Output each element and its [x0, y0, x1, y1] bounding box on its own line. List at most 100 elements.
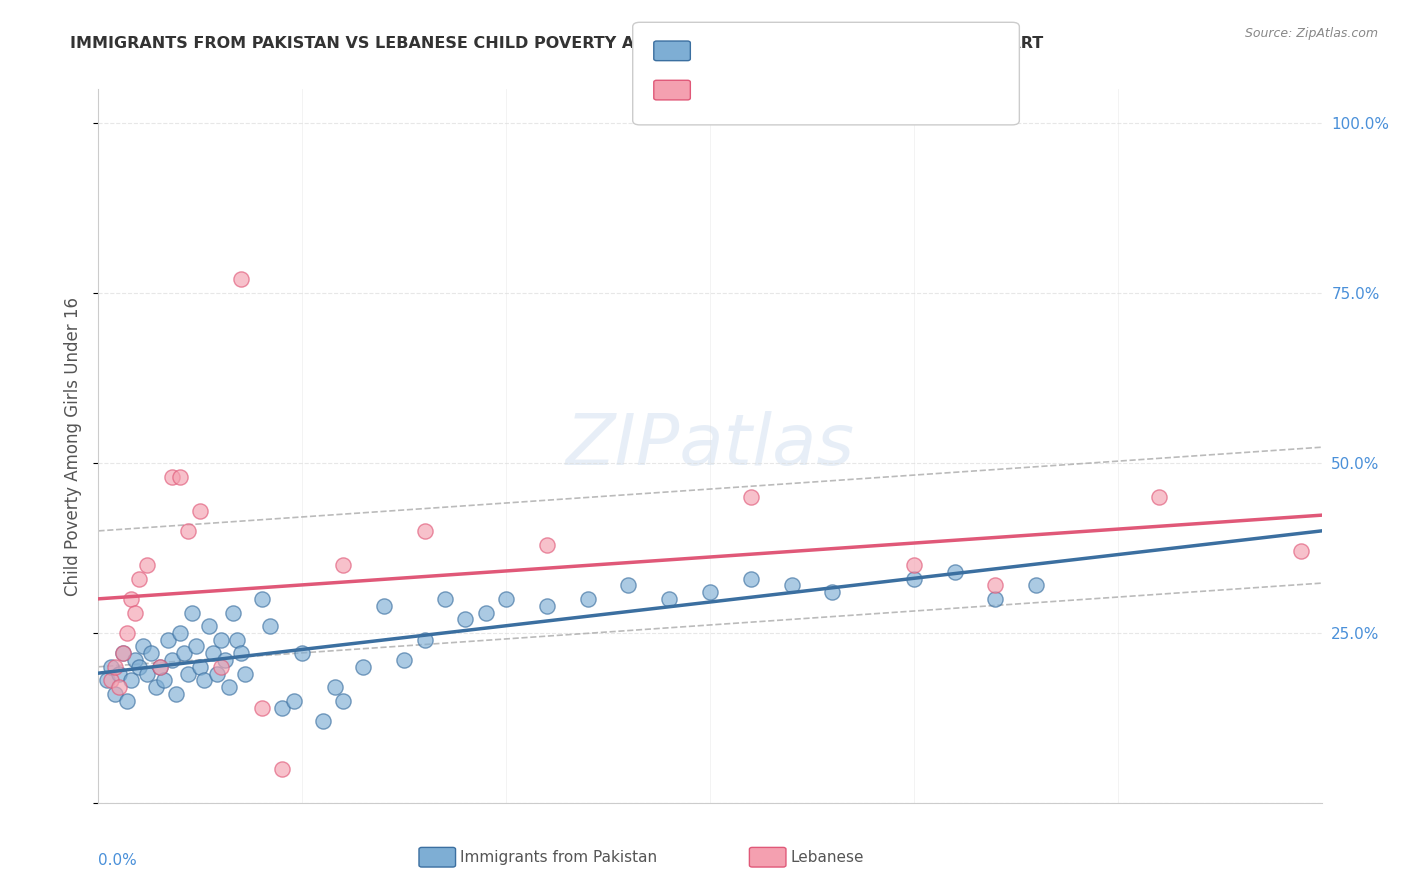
- Point: [231, 646, 253, 660]
- Point: [536, 537, 558, 551]
- Point: [1291, 544, 1313, 558]
- Point: [332, 558, 354, 572]
- Point: [222, 606, 245, 620]
- Point: [188, 660, 212, 674]
- Point: [413, 632, 436, 647]
- Point: [136, 558, 159, 572]
- Point: [283, 694, 305, 708]
- Point: [576, 591, 599, 606]
- Point: [434, 591, 457, 606]
- Point: [141, 646, 163, 660]
- Y-axis label: Child Poverty Among Girls Under 16: Child Poverty Among Girls Under 16: [65, 296, 83, 596]
- Point: [474, 606, 498, 620]
- Point: [145, 680, 167, 694]
- Point: [104, 687, 127, 701]
- Text: 0.0%: 0.0%: [98, 853, 138, 868]
- Point: [160, 653, 183, 667]
- Point: [149, 660, 172, 674]
- Point: [169, 469, 191, 483]
- Point: [454, 612, 477, 626]
- Point: [173, 646, 195, 660]
- Text: Source: ZipAtlas.com: Source: ZipAtlas.com: [1244, 27, 1378, 40]
- Point: [115, 694, 138, 708]
- Point: [1147, 490, 1170, 504]
- Point: [231, 272, 253, 286]
- Point: [740, 490, 762, 504]
- Point: [536, 599, 558, 613]
- Point: [201, 646, 224, 660]
- Point: [903, 558, 925, 572]
- Point: [124, 653, 146, 667]
- Text: 26: 26: [832, 83, 853, 97]
- Point: [120, 673, 142, 688]
- Text: ZIPatlas: ZIPatlas: [565, 411, 855, 481]
- Point: [291, 646, 314, 660]
- Point: [209, 660, 232, 674]
- Point: [128, 572, 150, 586]
- Point: [181, 606, 204, 620]
- Point: [984, 578, 1007, 592]
- Point: [699, 585, 721, 599]
- Point: [658, 591, 681, 606]
- Point: [214, 653, 236, 667]
- Text: N =: N =: [797, 44, 827, 58]
- Point: [270, 700, 294, 714]
- Point: [152, 673, 174, 688]
- Point: [177, 524, 200, 538]
- Point: [1025, 578, 1047, 592]
- Point: [903, 572, 925, 586]
- Point: [108, 666, 131, 681]
- Point: [186, 640, 208, 654]
- Text: IMMIGRANTS FROM PAKISTAN VS LEBANESE CHILD POVERTY AMONG GIRLS UNDER 16 CORRELAT: IMMIGRANTS FROM PAKISTAN VS LEBANESE CHI…: [70, 36, 1043, 51]
- Point: [226, 632, 249, 647]
- Point: [111, 646, 134, 660]
- Point: [218, 680, 240, 694]
- Text: Immigrants from Pakistan: Immigrants from Pakistan: [460, 850, 657, 864]
- Point: [115, 626, 138, 640]
- Point: [165, 687, 187, 701]
- Point: [352, 660, 374, 674]
- Point: [160, 469, 183, 483]
- Point: [495, 591, 517, 606]
- Point: [96, 673, 118, 688]
- Point: [205, 666, 228, 681]
- Point: [984, 591, 1007, 606]
- Point: [111, 646, 134, 660]
- Point: [821, 585, 844, 599]
- Text: N =: N =: [797, 83, 827, 97]
- Text: R =: R =: [696, 83, 724, 97]
- Text: R =: R =: [696, 44, 724, 58]
- Point: [392, 653, 416, 667]
- Point: [124, 606, 146, 620]
- Point: [312, 714, 335, 729]
- Text: 0.199: 0.199: [734, 83, 782, 97]
- Point: [100, 673, 122, 688]
- Point: [100, 660, 122, 674]
- Point: [120, 591, 142, 606]
- Point: [104, 660, 127, 674]
- Point: [323, 680, 346, 694]
- Point: [943, 565, 966, 579]
- Point: [740, 572, 762, 586]
- Point: [169, 626, 191, 640]
- Point: [177, 666, 200, 681]
- Point: [209, 632, 232, 647]
- Point: [259, 619, 281, 633]
- Point: [197, 619, 219, 633]
- Point: [108, 680, 131, 694]
- Point: [188, 503, 212, 517]
- Text: Lebanese: Lebanese: [790, 850, 863, 864]
- Point: [193, 673, 215, 688]
- Point: [270, 762, 294, 776]
- Point: [373, 599, 395, 613]
- Point: [617, 578, 640, 592]
- Text: 0.407: 0.407: [734, 44, 782, 58]
- Point: [132, 640, 155, 654]
- Point: [136, 666, 159, 681]
- Point: [250, 591, 273, 606]
- Point: [250, 700, 273, 714]
- Point: [156, 632, 179, 647]
- Point: [332, 694, 354, 708]
- Text: 63: 63: [832, 44, 853, 58]
- Point: [780, 578, 803, 592]
